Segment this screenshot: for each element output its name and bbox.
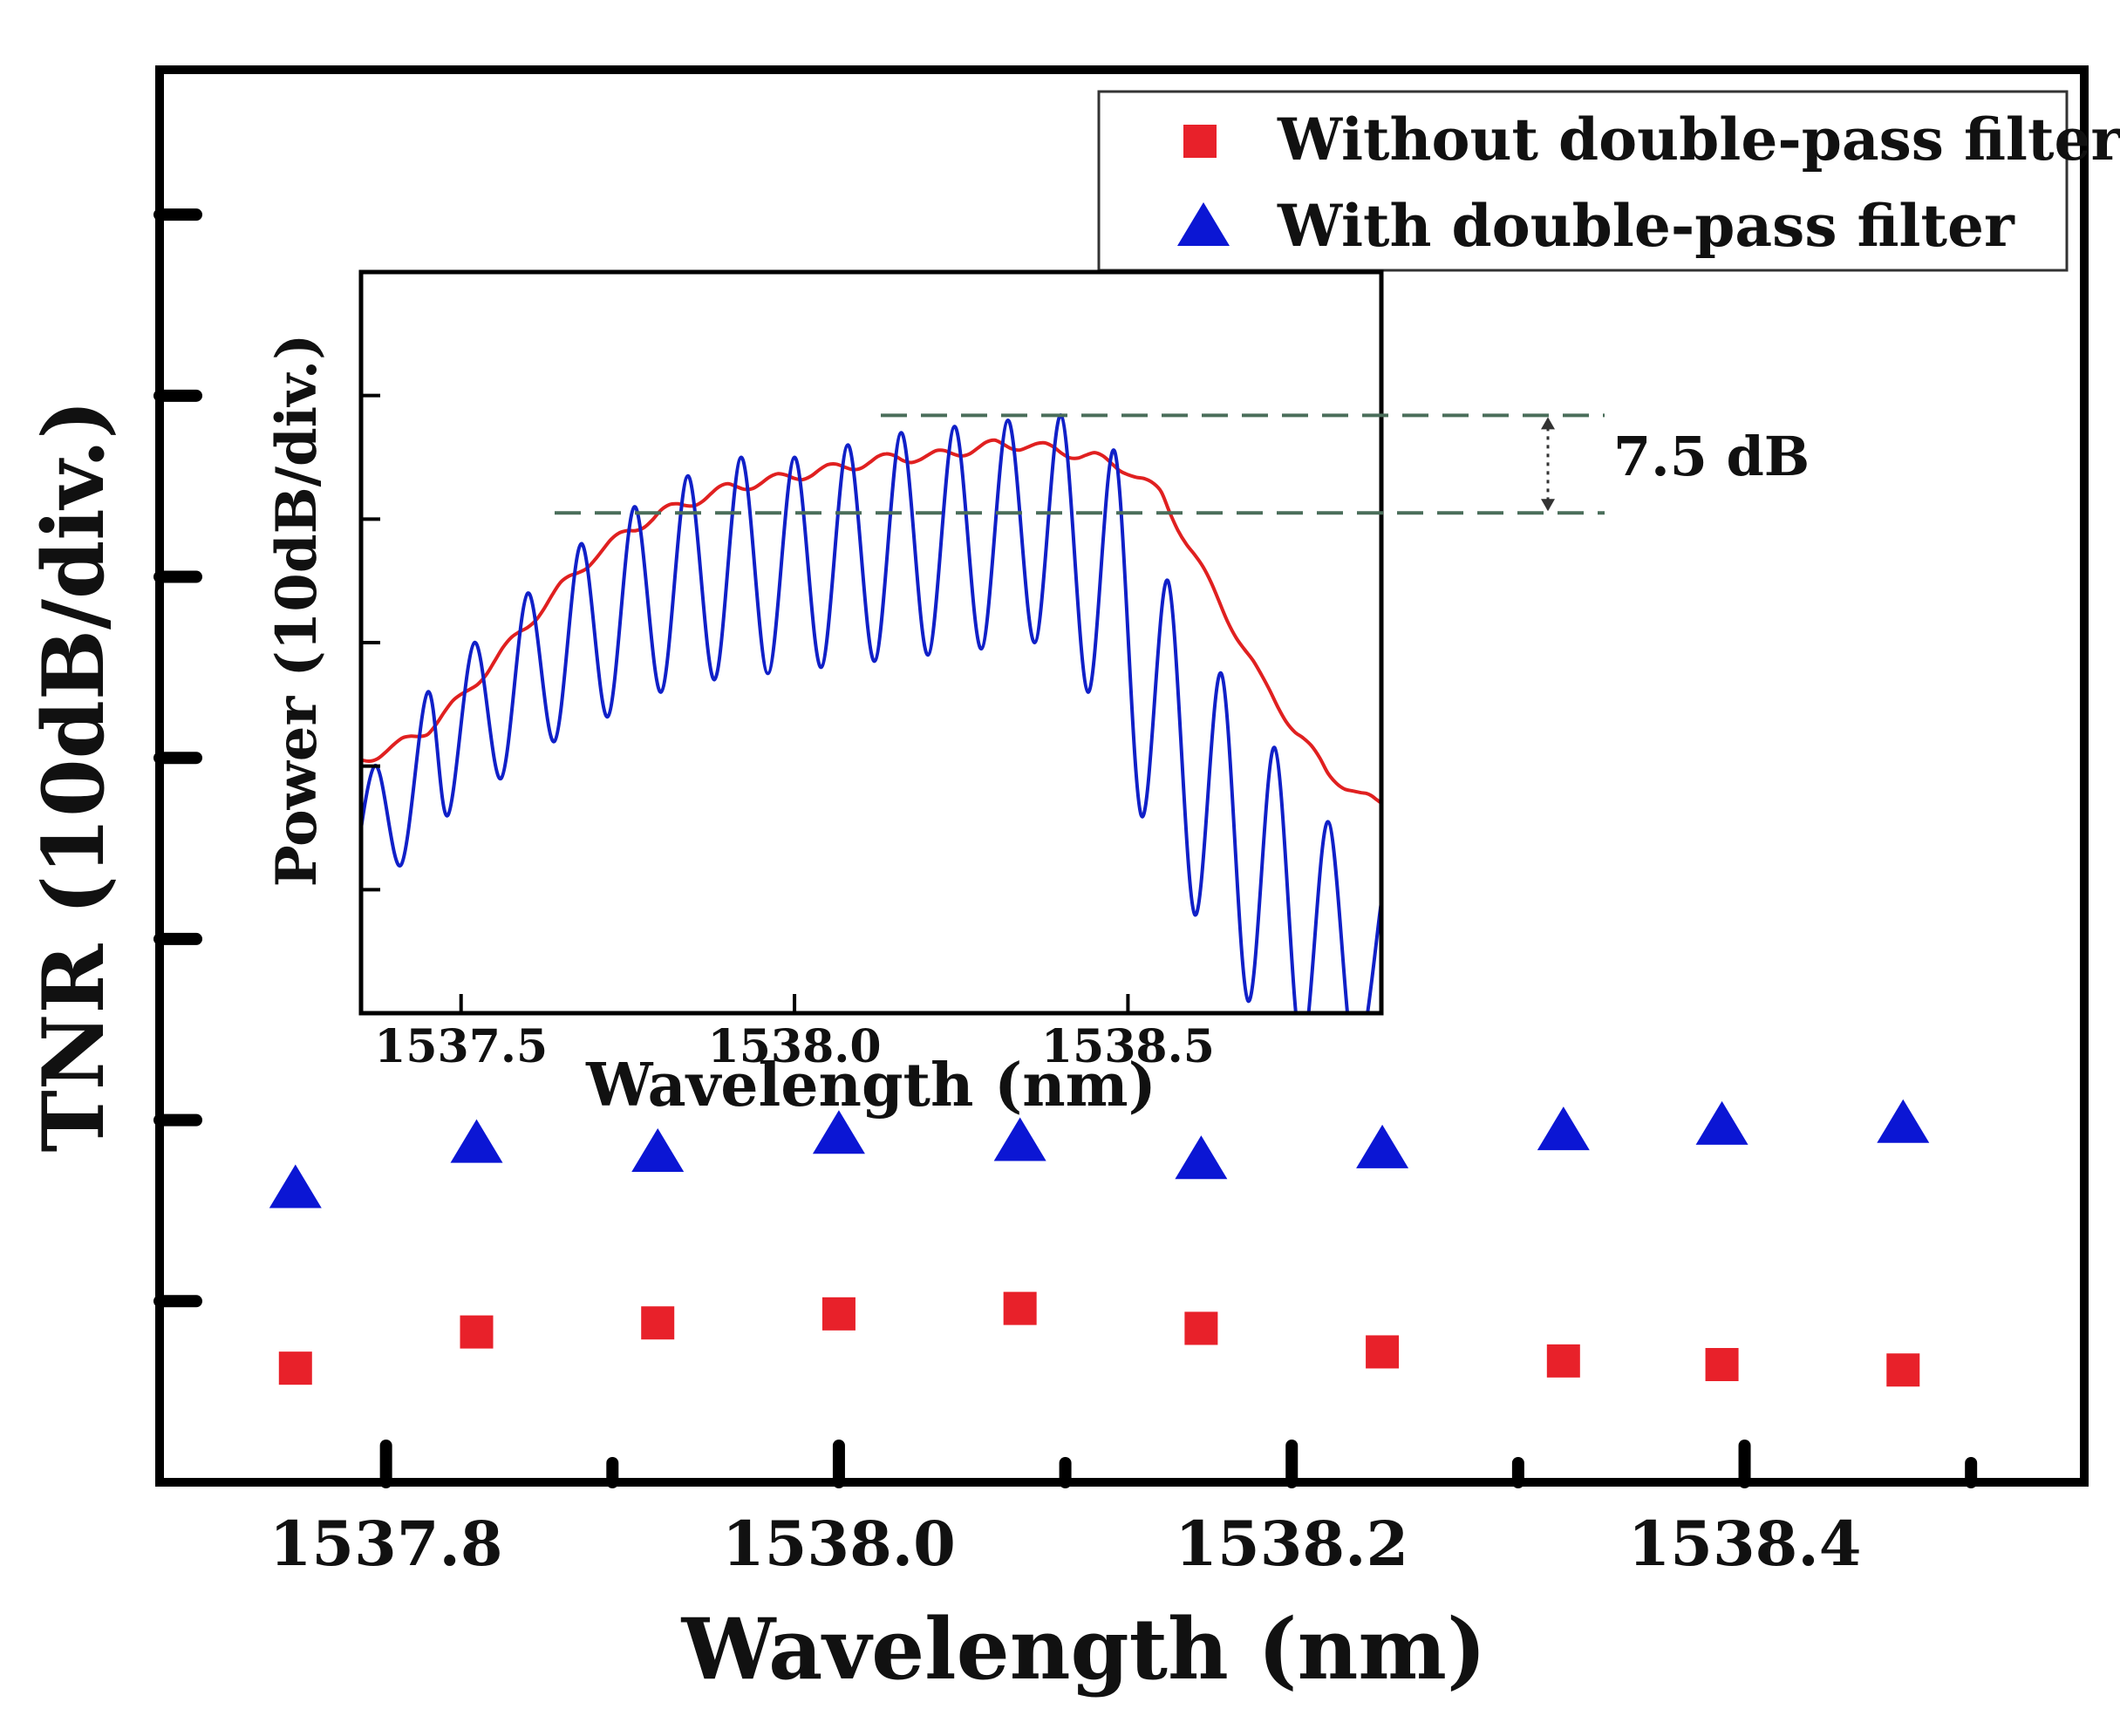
point-without-filter-6 <box>1366 1335 1400 1369</box>
point-with-filter-0 <box>269 1164 322 1208</box>
point-without-filter-4 <box>1003 1291 1037 1325</box>
point-with-filter-2 <box>631 1128 685 1172</box>
point-with-filter-5 <box>1175 1135 1228 1180</box>
point-with-filter-6 <box>1356 1124 1409 1168</box>
legend-label-with: With double-pass filter <box>1277 192 2015 260</box>
inset-annotation <box>555 413 1605 515</box>
point-with-filter-1 <box>450 1119 503 1163</box>
inset-x-ticks <box>459 994 1130 1013</box>
inset-x-tick-label-1: 1538.0 <box>708 1020 882 1073</box>
inset-x-tick-labels: 1537.5 1538.0 1538.5 <box>374 1020 1215 1073</box>
point-without-filter-7 <box>1546 1344 1580 1378</box>
inset-x-tick-label-2: 1538.5 <box>1041 1020 1215 1073</box>
main-plot-frame <box>155 65 2089 1487</box>
inset-chart: 1537.5 1538.0 1538.5 Wavelength (nm) Power… <box>264 269 1810 1120</box>
point-with-filter-8 <box>1695 1100 1748 1145</box>
inset-y-ticks <box>361 393 380 892</box>
main-y-axis-label: TNR (10dB/div.) <box>24 399 123 1152</box>
point-without-filter-8 <box>1705 1348 1739 1381</box>
inset-x-axis-label: Wavelength (nm) <box>585 1051 1156 1120</box>
inset-blue-spectrum <box>363 413 1380 1011</box>
legend-box <box>1097 90 2069 272</box>
annotation-arrow-down <box>1541 499 1555 512</box>
point-without-filter-2 <box>641 1306 675 1340</box>
main-x-ticks <box>379 1440 1978 1488</box>
main-x-tick-label-3: 1538.4 <box>1628 1508 1862 1580</box>
main-x-axis-label: Wavelength (nm) <box>681 1600 1487 1699</box>
legend-triangle-marker <box>1177 202 1230 246</box>
legend-label-without: Without double-pass filter <box>1277 106 2120 174</box>
main-x-tick-label-2: 1538.2 <box>1175 1508 1408 1580</box>
point-with-filter-4 <box>993 1117 1046 1161</box>
legend: Without double-pass filter With double-p… <box>1097 90 2120 272</box>
point-without-filter-9 <box>1886 1353 1920 1387</box>
point-without-filter-0 <box>278 1351 312 1385</box>
point-with-filter-7 <box>1537 1106 1590 1151</box>
point-with-filter-9 <box>1877 1099 1930 1143</box>
inset-annotation-label: 7.5 dB <box>1613 425 1810 488</box>
main-data-points <box>269 1099 1930 1387</box>
point-without-filter-1 <box>460 1315 494 1349</box>
point-with-filter-3 <box>812 1110 865 1154</box>
annotation-arrow-up <box>1541 417 1555 430</box>
point-without-filter-5 <box>1184 1311 1218 1345</box>
inset-spectra <box>363 413 1380 1011</box>
main-x-tick-label-1: 1538.0 <box>722 1508 956 1580</box>
point-without-filter-3 <box>821 1297 855 1331</box>
legend-square-marker <box>1183 125 1217 158</box>
main-y-ticks <box>153 208 202 1308</box>
inset-y-axis-label: Power (10dB/div.) <box>264 334 330 888</box>
inset-x-tick-label-0: 1537.5 <box>374 1020 548 1073</box>
main-x-tick-labels: 1537.8 1538.0 1538.2 1538.4 <box>269 1508 1862 1580</box>
main-x-tick-label-0: 1537.8 <box>269 1508 503 1580</box>
inset-red-spectrum <box>363 438 1380 805</box>
